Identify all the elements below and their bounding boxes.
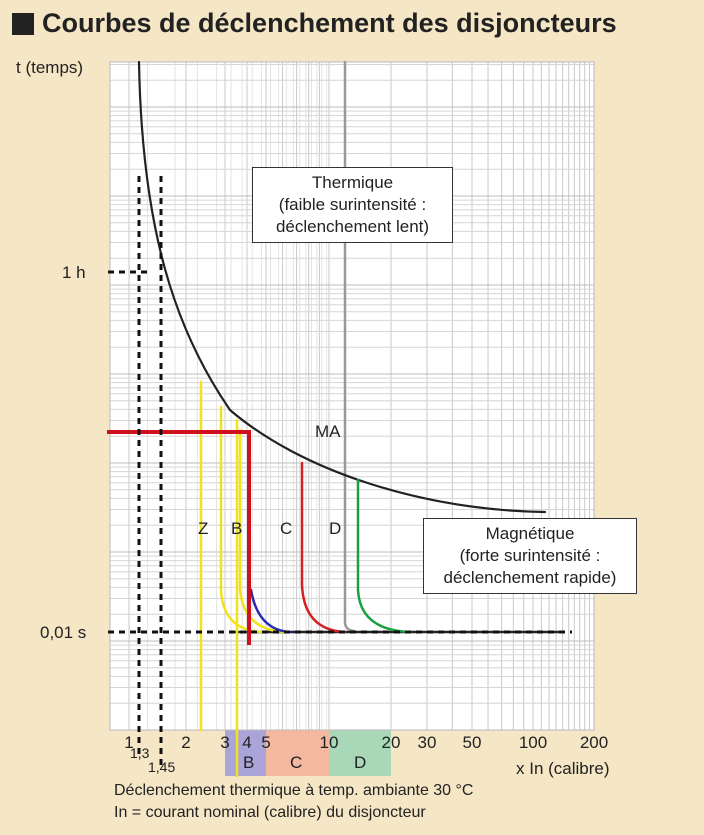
y-tick-0-01s: 0,01 s bbox=[40, 623, 86, 642]
magnetic-line-2: (forte surintensité : bbox=[459, 546, 601, 565]
x-tick-30: 30 bbox=[418, 733, 437, 752]
reference-dashes bbox=[108, 176, 572, 770]
x-tick-50: 50 bbox=[463, 733, 482, 752]
d-curve-label: D bbox=[329, 519, 341, 538]
magnetic-box: Magnétique (forte surintensité : déclenc… bbox=[423, 518, 637, 594]
title-square-icon bbox=[12, 12, 34, 35]
x-tick-1-3: 1,3 bbox=[130, 745, 150, 761]
c-curve bbox=[300, 461, 347, 634]
x-tick-20: 20 bbox=[382, 733, 401, 752]
x-tick-1-45: 1,45 bbox=[148, 759, 175, 775]
x-tick-3: 3 bbox=[220, 733, 229, 752]
thermal-curve bbox=[137, 60, 547, 514]
title-text: Courbes de déclenchement des disjoncteur… bbox=[42, 8, 617, 38]
band-label-d: D bbox=[354, 753, 366, 772]
x-tick-2: 2 bbox=[181, 733, 190, 752]
x-axis-label: x In (calibre) bbox=[516, 759, 610, 778]
x-tick-10: 10 bbox=[320, 733, 339, 752]
x-tick-labels: 1 2 3 4 5 10 20 30 50 100 200 bbox=[124, 733, 608, 752]
band-label-c: C bbox=[290, 753, 302, 772]
x-tick-200: 200 bbox=[580, 733, 608, 752]
footer-line-2: In = courant nominal (calibre) du disjon… bbox=[114, 804, 426, 821]
x-tick-100: 100 bbox=[519, 733, 547, 752]
thermal-line-3: déclenchement lent) bbox=[275, 217, 430, 236]
y-axis-label: t (temps) bbox=[16, 58, 83, 77]
plot-border bbox=[109, 61, 595, 731]
magnetic-line-3: déclenchement rapide) bbox=[443, 568, 617, 587]
footer-line-1: Déclenchement thermique à temp. ambiante… bbox=[114, 782, 474, 799]
x-tick-1: 1 bbox=[124, 733, 133, 752]
c-curve-label: C bbox=[280, 519, 292, 538]
x-tick-4: 4 bbox=[242, 733, 251, 752]
footer-notes: Déclenchement thermique à temp. ambiante… bbox=[114, 780, 473, 824]
band-label-b: B bbox=[243, 753, 254, 772]
thermal-box: Thermique (faible surintensité : déclenc… bbox=[252, 167, 453, 243]
chart-title: Courbes de déclenchement des disjoncteur… bbox=[12, 8, 617, 39]
x-tick-5: 5 bbox=[261, 733, 270, 752]
z-curve-label: Z bbox=[198, 519, 208, 538]
ma-label: MA bbox=[315, 422, 341, 441]
thermal-line-2: (faible surintensité : bbox=[278, 195, 427, 214]
y-tick-1h: 1 h bbox=[62, 263, 86, 282]
magnetic-line-1: Magnétique bbox=[485, 524, 575, 543]
thermal-line-1: Thermique bbox=[311, 173, 394, 192]
b-curve-label: B bbox=[231, 519, 242, 538]
